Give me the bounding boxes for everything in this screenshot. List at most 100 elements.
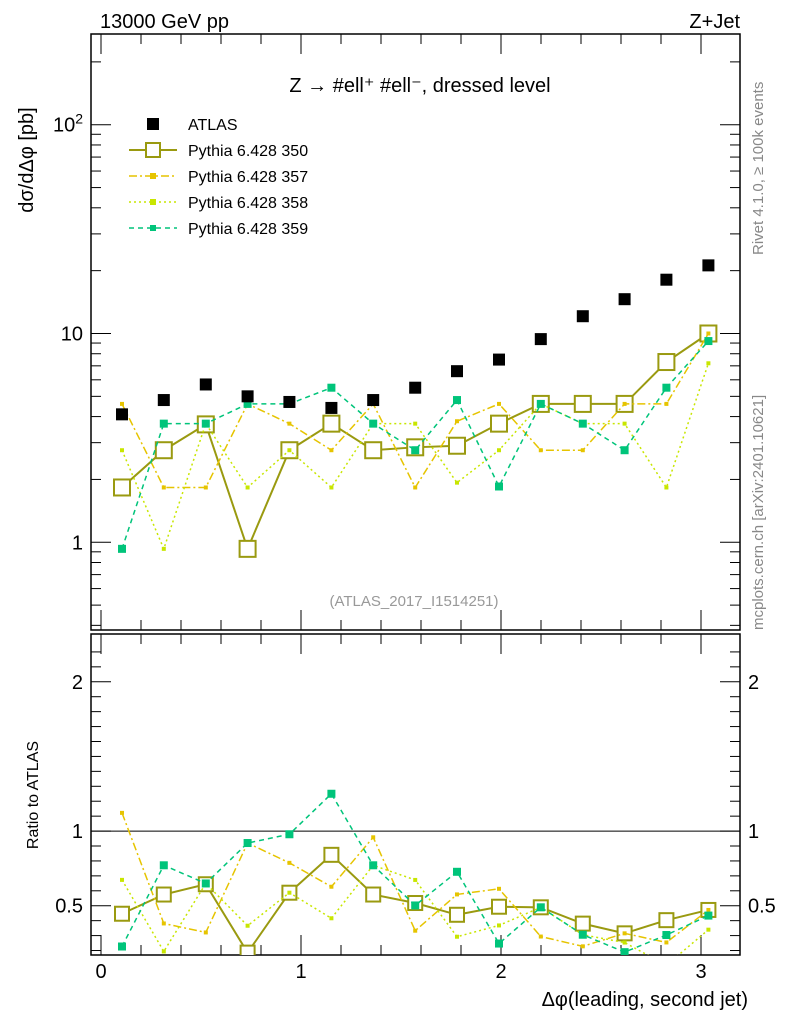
- ratio-tick-label: 2: [72, 672, 83, 694]
- header-right: Z+Jet: [689, 11, 740, 33]
- marker-pythia-6-428-357: [497, 401, 501, 406]
- marker-pythia-6-428-357: [413, 485, 418, 490]
- ratio-marker-pythia-6-428-357: [120, 810, 124, 815]
- marker-pythia-6-428-357: [161, 485, 166, 490]
- marker-pythia-6-428-350: [490, 414, 508, 433]
- ratio-marker-pythia-6-428-358: [706, 927, 711, 932]
- ratio-marker-pythia-6-428-357: [329, 884, 334, 889]
- ratio-marker-pythia-6-428-359: [704, 911, 713, 920]
- atlas-point: [367, 394, 380, 407]
- marker-pythia-6-428-350: [657, 353, 676, 372]
- marker-pythia-6-428-359: [662, 383, 671, 392]
- x-axis-label: Δφ(leading, second jet): [542, 989, 748, 1011]
- main-plot-area: [113, 259, 718, 558]
- ratio-plot-area: [114, 789, 717, 967]
- ratio-marker-pythia-6-428-357: [203, 930, 208, 935]
- marker-pythia-6-428-358: [706, 361, 711, 366]
- ratio-marker-pythia-6-428-359: [243, 839, 252, 848]
- ratio-line-pythia-6-428-359: [121, 792, 709, 953]
- marker-pythia-6-428-358: [622, 421, 627, 426]
- x-tick-label: 3: [695, 961, 706, 983]
- marker-pythia-6-428-359: [159, 419, 168, 428]
- legend-marker-atlas: [147, 118, 159, 130]
- marker-pythia-6-428-350: [322, 414, 341, 433]
- main-frame: [90, 33, 741, 631]
- legend-label-pythia-6-428-350: Pythia 6.428 350: [188, 143, 308, 160]
- ratio-marker-pythia-6-428-359: [620, 948, 629, 955]
- ratio-marker-pythia-6-428-357: [622, 931, 627, 936]
- ratio-tick-label: 1: [748, 821, 759, 843]
- legend-label-pythia-6-428-359: Pythia 6.428 359: [188, 221, 308, 238]
- ratio-marker-pythia-6-428-357: [287, 860, 292, 865]
- marker-pythia-6-428-359: [704, 337, 713, 346]
- marker-pythia-6-428-359: [411, 446, 420, 455]
- marker-pythia-6-428-350: [113, 478, 131, 497]
- marker-pythia-6-428-359: [369, 419, 378, 428]
- ratio-marker-pythia-6-428-359: [453, 867, 461, 876]
- ratio-marker-pythia-6-428-358: [413, 877, 418, 882]
- marker-pythia-6-428-358: [120, 448, 124, 453]
- atlas-point: [241, 390, 254, 403]
- marker-pythia-6-428-350: [238, 539, 257, 558]
- atlas-point: [157, 394, 170, 407]
- atlas-point: [660, 273, 673, 286]
- ratio-marker-pythia-6-428-350: [491, 898, 507, 915]
- marker-pythia-6-428-357: [120, 401, 124, 406]
- marker-pythia-6-428-358: [329, 485, 334, 490]
- ratio-marker-pythia-6-428-350: [323, 846, 340, 863]
- legend-label-pythia-6-428-358: Pythia 6.428 358: [188, 195, 308, 212]
- marker-pythia-6-428-359: [201, 419, 210, 428]
- y-tick-label: 102: [53, 111, 83, 137]
- marker-pythia-6-428-358: [455, 480, 459, 485]
- marker-pythia-6-428-357: [329, 448, 334, 453]
- legend-marker-pythia-6-428-358: [150, 199, 156, 205]
- ratio-marker-pythia-6-428-350: [658, 912, 675, 929]
- ratio-marker-pythia-6-428-357: [371, 835, 376, 840]
- marker-pythia-6-428-358: [161, 546, 166, 551]
- marker-pythia-6-428-358: [497, 448, 501, 453]
- ratio-marker-pythia-6-428-359: [201, 879, 210, 888]
- series-line-pythia-6-428-359: [121, 340, 709, 550]
- legend-label-pythia-6-428-357: Pythia 6.428 357: [188, 169, 308, 186]
- x-tick-label: 2: [495, 961, 506, 983]
- marker-pythia-6-428-350: [448, 436, 466, 455]
- marker-pythia-6-428-359: [243, 399, 252, 408]
- ratio-marker-pythia-6-428-358: [161, 949, 166, 954]
- atlas-point: [283, 395, 296, 408]
- ratio-marker-pythia-6-428-358: [287, 890, 292, 895]
- ratio-marker-pythia-6-428-357: [664, 940, 669, 945]
- ratio-tick-label: 2: [748, 672, 759, 694]
- marker-pythia-6-428-357: [287, 421, 292, 426]
- marker-pythia-6-428-359: [495, 482, 503, 491]
- ratio-marker-pythia-6-428-359: [285, 830, 294, 839]
- ratio-axis-label: Ratio to ATLAS: [25, 741, 42, 849]
- ratio-marker-pythia-6-428-350: [574, 915, 591, 932]
- ratio-marker-pythia-6-428-350: [114, 905, 130, 922]
- ratio-marker-pythia-6-428-357: [161, 921, 166, 926]
- ratio-tick-label: 0.5: [748, 896, 776, 918]
- marker-pythia-6-428-359: [578, 419, 587, 428]
- ratio-frame: [90, 633, 741, 956]
- y-axis-label: dσ/dΔφ [pb]: [16, 107, 38, 212]
- marker-pythia-6-428-357: [203, 485, 208, 490]
- y-tick-label: 10: [61, 323, 83, 345]
- marker-pythia-6-428-357: [706, 331, 711, 336]
- marker-pythia-6-428-359: [620, 446, 629, 455]
- atlas-point: [116, 408, 128, 421]
- ratio-marker-pythia-6-428-357: [497, 886, 501, 891]
- ratio-marker-pythia-6-428-357: [538, 934, 543, 939]
- ratio-marker-pythia-6-428-350: [155, 886, 172, 903]
- ratio-marker-pythia-6-428-358: [664, 963, 668, 967]
- marker-pythia-6-428-358: [287, 448, 292, 453]
- ratio-marker-pythia-6-428-357: [706, 907, 711, 912]
- marker-pythia-6-428-358: [245, 485, 250, 490]
- ratio-marker-pythia-6-428-357: [580, 944, 585, 949]
- header-left: 13000 GeV pp: [100, 11, 229, 33]
- atlas-point: [409, 381, 422, 394]
- marker-pythia-6-428-357: [622, 401, 627, 406]
- ratio-marker-pythia-6-428-359: [369, 861, 378, 870]
- x-tick-label: 1: [295, 961, 306, 983]
- legend-label-atlas: ATLAS: [188, 117, 238, 134]
